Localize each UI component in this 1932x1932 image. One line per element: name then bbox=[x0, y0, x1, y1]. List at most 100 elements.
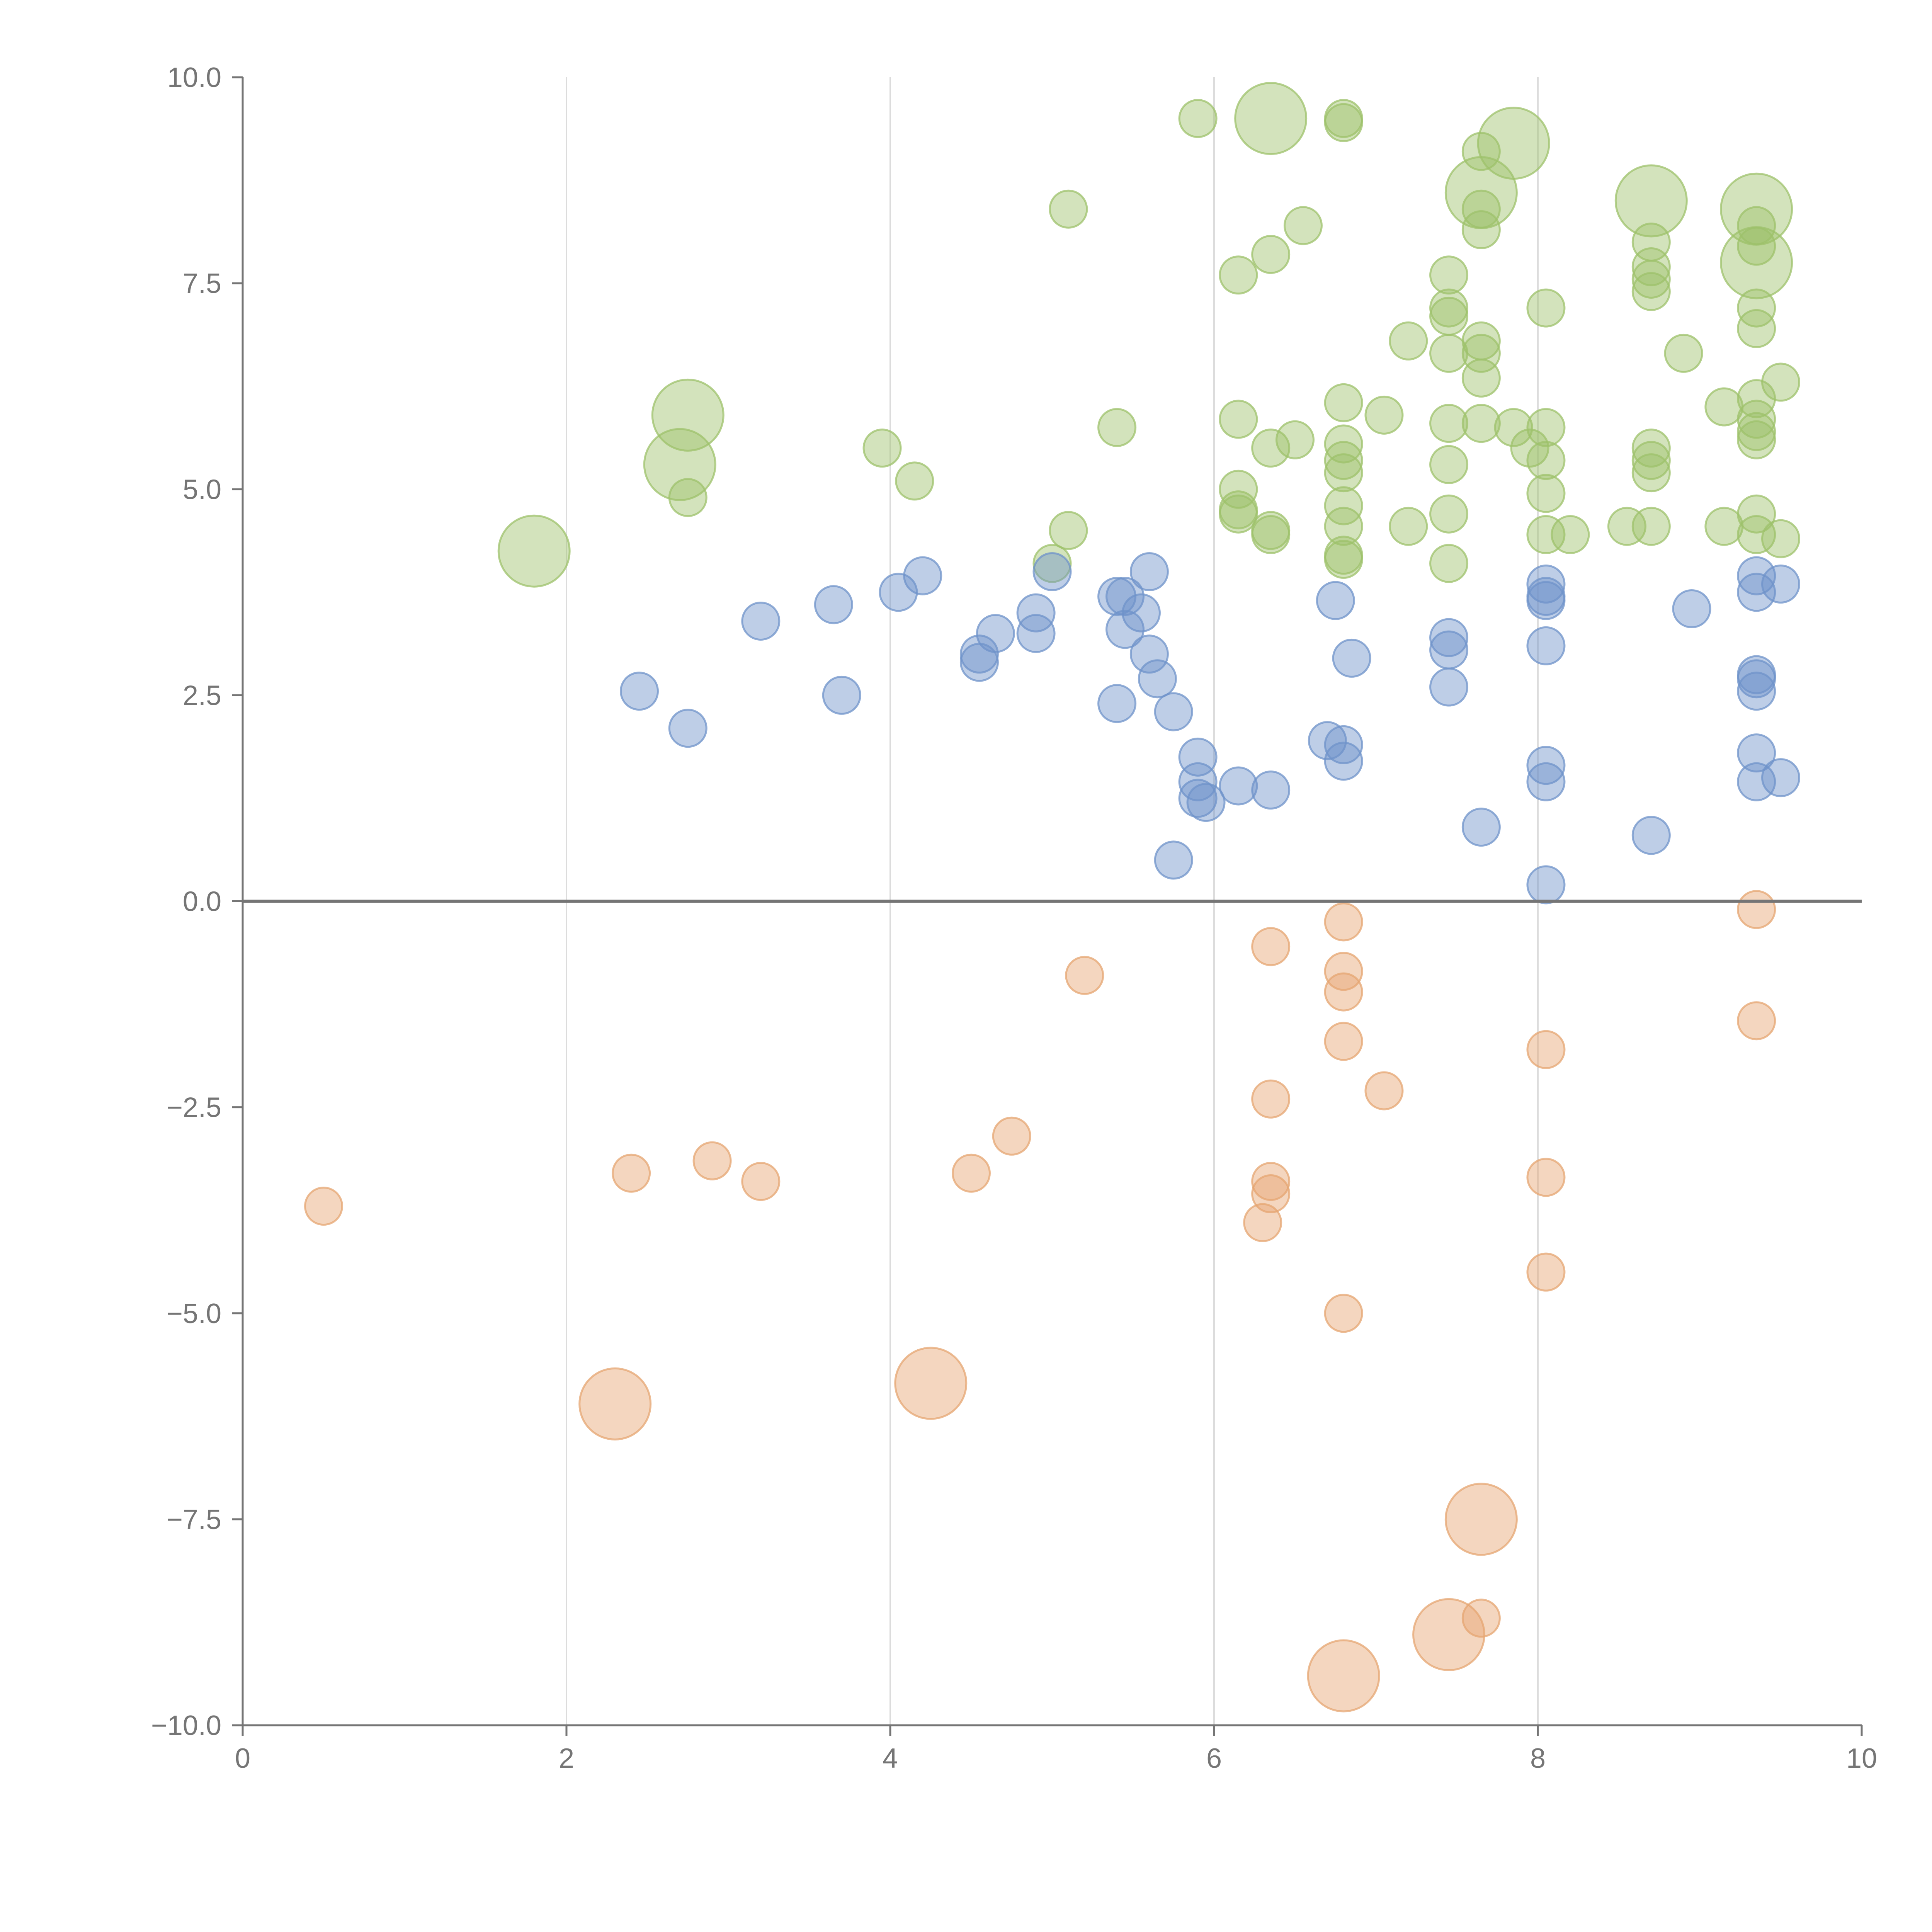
orange-bubble bbox=[1526, 1158, 1566, 1197]
green-bubble bbox=[1219, 255, 1258, 295]
blue-bubble bbox=[1178, 762, 1218, 801]
blue-bubble bbox=[1105, 610, 1145, 649]
green-bubble bbox=[1510, 429, 1549, 468]
green-bubble bbox=[1251, 429, 1291, 468]
green-bubble bbox=[1737, 379, 1776, 418]
x-tick-label: 8 bbox=[1530, 1743, 1546, 1774]
green-bubble bbox=[1526, 474, 1566, 513]
green-bubble bbox=[1429, 494, 1469, 534]
orange-bubble bbox=[1251, 1162, 1291, 1201]
blue-bubble bbox=[1138, 659, 1177, 699]
y-tick-label: −2.5 bbox=[167, 1092, 221, 1123]
green-bubble bbox=[1251, 235, 1291, 274]
orange-bubble bbox=[1737, 1001, 1776, 1041]
blue-bubble bbox=[1129, 634, 1169, 674]
green-bubble bbox=[1251, 515, 1291, 554]
green-bubble bbox=[1461, 132, 1501, 171]
green-bubble bbox=[1049, 189, 1088, 229]
y-tick-label: −5.0 bbox=[167, 1298, 221, 1329]
orange-bubble bbox=[1526, 1030, 1566, 1069]
green-bubble bbox=[1631, 272, 1671, 311]
orange-bubble bbox=[1526, 1252, 1566, 1292]
orange-bubble bbox=[1324, 1022, 1363, 1061]
green-bubble bbox=[1761, 362, 1800, 402]
green-bubble bbox=[1097, 408, 1137, 447]
blue-bubble bbox=[741, 601, 781, 641]
blue-bubble bbox=[1121, 593, 1161, 633]
green-bubble bbox=[1526, 441, 1566, 480]
orange-bubble bbox=[1737, 890, 1776, 929]
green-bubble bbox=[1324, 103, 1363, 142]
axis-layer: 0 2 4 6 8 10 10.0 7.5 5.0 2.5 0.0 −2.5 −5.0 −7.5 −10.0 bbox=[151, 62, 1877, 1774]
orange-bubble bbox=[1307, 1639, 1380, 1713]
blue-bubble bbox=[1526, 581, 1566, 620]
green-bubble bbox=[1324, 383, 1363, 422]
blue-bubble bbox=[822, 675, 861, 715]
blue-bubble bbox=[1737, 733, 1776, 773]
green-bubble bbox=[1429, 445, 1469, 484]
orange-bubble bbox=[1251, 927, 1291, 966]
green-bubble bbox=[1324, 453, 1363, 493]
green-bubble bbox=[1461, 404, 1501, 443]
green-bubble bbox=[1389, 321, 1428, 361]
blue-bubble bbox=[879, 573, 918, 612]
green-bubble bbox=[895, 461, 934, 501]
green-bubble bbox=[1737, 288, 1776, 328]
blue-bubble bbox=[1429, 618, 1469, 657]
blue-bubble bbox=[1251, 770, 1291, 810]
blue-bubble bbox=[1105, 577, 1145, 616]
green-bubble bbox=[1614, 164, 1688, 238]
orange-bubble bbox=[1324, 972, 1363, 1012]
y-tick-label: 7.5 bbox=[183, 268, 221, 299]
blue-bubble bbox=[1324, 725, 1363, 764]
blue-bubble bbox=[1429, 630, 1469, 670]
orange-bubble bbox=[1243, 1203, 1282, 1242]
blue-bubble bbox=[1737, 573, 1776, 612]
blue-bubble bbox=[1097, 684, 1137, 723]
orange-bubble bbox=[1364, 1071, 1404, 1111]
blue-bubble bbox=[1429, 667, 1469, 707]
blue-bubble bbox=[903, 556, 942, 595]
green-bubble bbox=[1461, 189, 1501, 229]
orange-bubble bbox=[1324, 902, 1363, 942]
orange-bubble bbox=[1251, 1079, 1291, 1119]
green-bubble bbox=[1234, 82, 1308, 155]
orange-bubble bbox=[952, 1153, 991, 1193]
green-bubble bbox=[1324, 540, 1363, 579]
blue-bubble bbox=[620, 672, 659, 711]
blue-bubble bbox=[1129, 552, 1169, 591]
blue-bubble bbox=[1761, 758, 1800, 798]
y-tick-label: 2.5 bbox=[183, 680, 221, 711]
green-bubble bbox=[1324, 441, 1363, 480]
green-bubble bbox=[1551, 515, 1590, 554]
blue-bubble bbox=[1526, 564, 1566, 604]
blue-bubble bbox=[1316, 581, 1355, 620]
orange-bubble bbox=[1065, 956, 1104, 995]
orange-bubble bbox=[1251, 1174, 1291, 1214]
green-bubble bbox=[1737, 206, 1776, 245]
blue-bubble bbox=[1154, 840, 1193, 880]
green-bubble bbox=[1461, 358, 1501, 398]
green-bubble bbox=[1429, 288, 1469, 328]
y-tick-label: −7.5 bbox=[167, 1504, 221, 1535]
y-tick-label: 10.0 bbox=[167, 62, 221, 93]
green-bubble bbox=[1219, 494, 1258, 534]
x-tick-label: 2 bbox=[559, 1743, 574, 1774]
green-bubble bbox=[1631, 453, 1671, 493]
blue-bubble bbox=[1631, 816, 1671, 855]
green-bubble bbox=[1737, 494, 1776, 534]
orange-bubble bbox=[1324, 952, 1363, 991]
blue-bubble bbox=[1526, 746, 1566, 785]
orange-bubble bbox=[578, 1367, 652, 1440]
orange-bubble bbox=[304, 1187, 343, 1226]
green-bubble bbox=[1324, 507, 1363, 546]
green-bubble bbox=[1276, 420, 1315, 459]
y-tick-label: −10.0 bbox=[151, 1710, 221, 1741]
green-bubble bbox=[1737, 515, 1776, 554]
green-bubble bbox=[1219, 400, 1258, 439]
green-bubble bbox=[862, 429, 902, 468]
blue-bubble bbox=[1219, 766, 1258, 806]
green-bubble bbox=[1664, 333, 1703, 373]
